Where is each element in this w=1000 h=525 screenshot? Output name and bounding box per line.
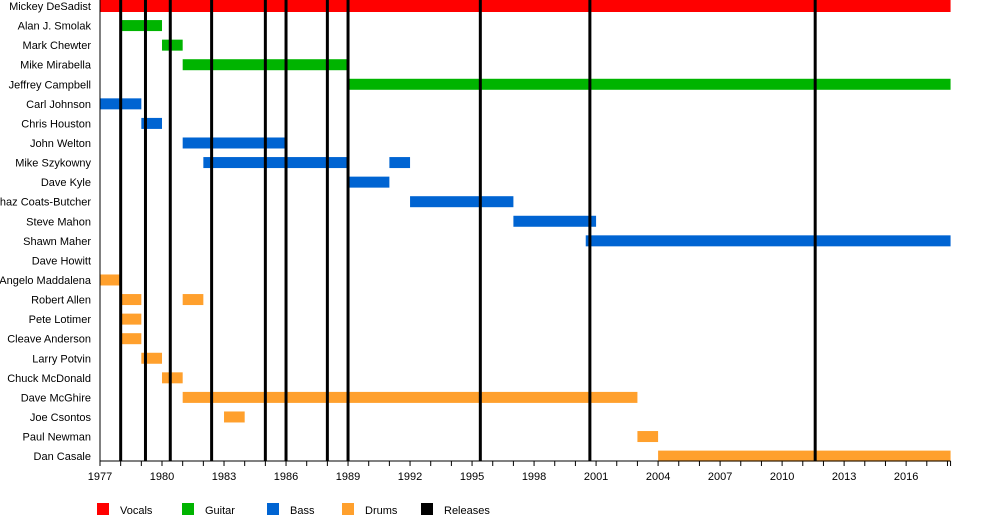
x-tick-label: 1983: [212, 471, 236, 483]
x-tick-label: 2016: [894, 471, 918, 483]
member-label: Mike Szykowny: [15, 158, 91, 170]
member-bar: [348, 78, 951, 90]
member-bar: [513, 215, 597, 227]
member-bar: [410, 196, 514, 208]
member-label: Robert Allen: [31, 295, 91, 307]
member-label: Alan J. Smolak: [18, 21, 92, 33]
member-bar: [100, 0, 951, 12]
member-label: Paul Newman: [23, 432, 91, 444]
member-bar: [348, 176, 390, 188]
legend-label-drums: Drums: [365, 505, 398, 517]
x-tick-label: 1998: [522, 471, 546, 483]
member-label: Shawn Maher: [23, 236, 91, 248]
legend-label-bass: Bass: [290, 505, 315, 517]
x-tick-label: 2007: [708, 471, 732, 483]
member-label: Angelo Maddalena: [0, 275, 92, 287]
member-label: Chuck McDonald: [7, 373, 91, 385]
legend-swatch-bass: [267, 503, 279, 515]
x-tick-label: 2013: [832, 471, 856, 483]
member-label: Dave McGhire: [21, 392, 91, 404]
x-tick-label: 1992: [398, 471, 422, 483]
legend-label-vocals: Vocals: [120, 505, 153, 517]
member-bar: [182, 391, 638, 403]
member-label: Steve Mahon: [26, 216, 91, 228]
member-bar: [389, 157, 411, 169]
member-label: Cleave Anderson: [7, 334, 91, 346]
member-bar: [120, 20, 163, 32]
member-label: Joe Csontos: [30, 412, 92, 424]
x-tick-label: 1977: [88, 471, 112, 483]
member-label: Dave Kyle: [41, 177, 91, 189]
legend-swatch-guitar: [182, 503, 194, 515]
member-bar: [203, 157, 349, 169]
member-bar: [585, 235, 951, 247]
member-label: Mark Chewter: [23, 40, 92, 52]
member-label: Jeffrey Campbell: [9, 79, 91, 91]
member-label: Dan Casale: [34, 451, 91, 463]
member-bar: [100, 274, 121, 286]
member-label: Chris Houston: [21, 118, 91, 130]
member-bar: [120, 333, 142, 345]
legend-label-guitar: Guitar: [205, 505, 235, 517]
x-tick-label: 1995: [460, 471, 484, 483]
member-label: Pete Lotimer: [29, 314, 92, 326]
member-bar: [120, 294, 142, 306]
legend-swatch-vocals: [97, 503, 109, 515]
x-tick-label: 1986: [274, 471, 298, 483]
member-bar: [162, 372, 183, 384]
member-label: John Welton: [30, 138, 91, 150]
member-bar: [162, 39, 183, 51]
member-bar: [120, 313, 142, 325]
member-label: Mickey DeSadist: [9, 1, 91, 13]
member-bar: [637, 431, 659, 443]
member-bar: [224, 411, 245, 423]
member-bar: [182, 294, 204, 306]
legend-swatch-releases: [421, 503, 433, 515]
member-bar: [141, 117, 163, 129]
member-bar: [658, 450, 951, 462]
x-tick-label: 2001: [584, 471, 608, 483]
x-tick-label: 2004: [646, 471, 670, 483]
legend-label-releases: Releases: [444, 505, 490, 517]
x-tick-label: 1989: [336, 471, 360, 483]
x-tick-label: 2010: [770, 471, 794, 483]
member-bar: [182, 137, 287, 149]
x-tick-label: 1980: [150, 471, 174, 483]
member-label: Mike Mirabella: [20, 60, 92, 72]
member-bar: [141, 352, 163, 364]
member-label: Carl Johnson: [26, 99, 91, 111]
member-label: Dave Howitt: [32, 255, 91, 267]
member-label: Chaz Coats-Butcher: [0, 197, 91, 209]
member-label: Larry Potvin: [32, 353, 91, 365]
legend-swatch-drums: [342, 503, 354, 515]
